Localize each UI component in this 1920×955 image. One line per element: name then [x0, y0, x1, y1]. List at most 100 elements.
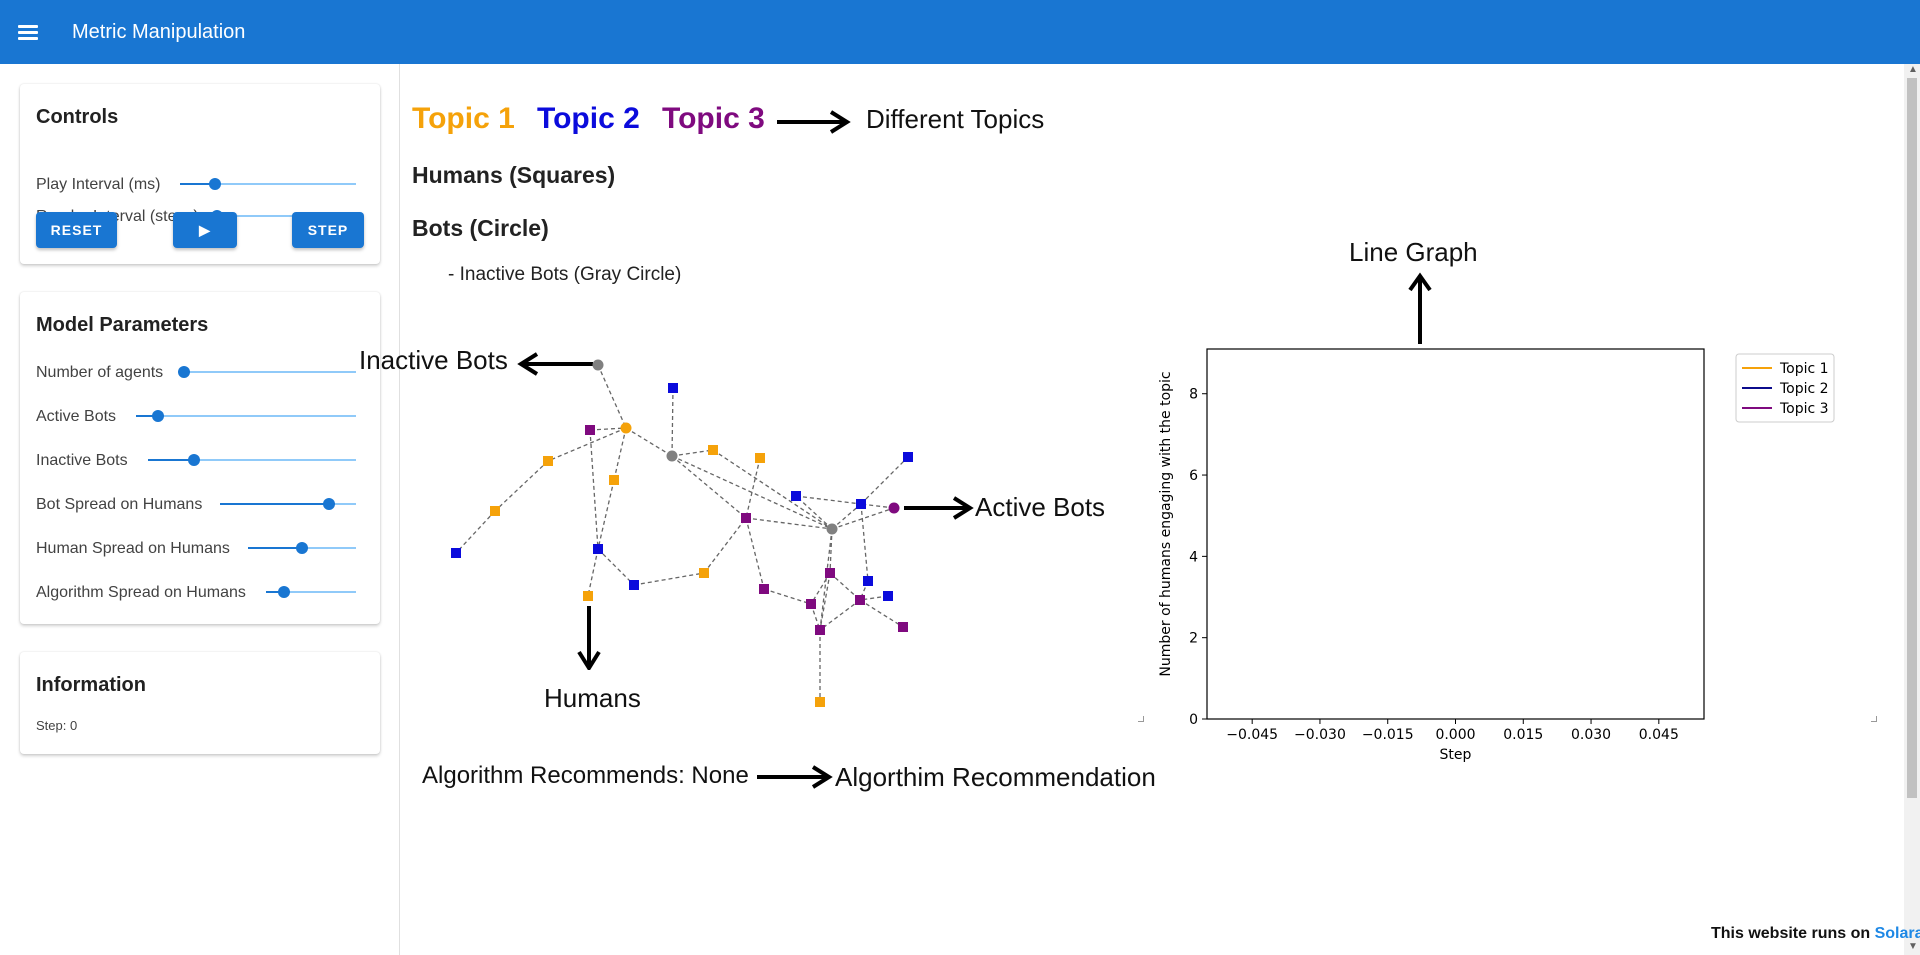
scroll-down-icon[interactable]: ▼	[1908, 941, 1918, 952]
slider-thumb[interactable]	[178, 366, 190, 378]
human-node	[856, 499, 866, 509]
human-node	[883, 591, 893, 601]
legend-label: Topic 2	[1779, 381, 1829, 397]
slider-label: Bot Spread on Humans	[36, 496, 203, 513]
algorithm-spread-slider[interactable]: Algorithm Spread on Humans	[36, 582, 364, 602]
model-parameters-card: Model Parameters Number of agents Active…	[20, 292, 380, 624]
network-edge	[745, 517, 833, 530]
human-node	[451, 548, 461, 558]
sidebar: Controls Play Interval (ms) Render Inter…	[0, 64, 400, 955]
human-node	[755, 453, 765, 463]
step-button[interactable]: STEP	[292, 212, 364, 248]
slider-thumb[interactable]	[278, 586, 290, 598]
slider-label: Number of agents	[36, 364, 164, 381]
network-edge	[829, 528, 833, 574]
slider-fill	[180, 183, 216, 185]
play-interval-slider[interactable]: Play Interval (ms)	[36, 174, 364, 194]
topic-1-label: Topic 1	[412, 102, 515, 135]
human-node	[629, 580, 639, 590]
network-edge	[633, 572, 705, 586]
model-parameters-title: Model Parameters	[36, 314, 209, 336]
scrollbar[interactable]: ▲ ▼	[1904, 64, 1920, 955]
active-bots-annotation: Active Bots	[975, 492, 1106, 522]
information-card: Information Step: 0	[20, 652, 380, 754]
number-of-agents-slider[interactable]: Number of agents	[36, 362, 364, 382]
footer: This website runs on Solara	[1711, 925, 1920, 943]
controls-title: Controls	[36, 106, 119, 128]
x-axis-label: Step	[1440, 747, 1472, 763]
information-title: Information	[36, 674, 146, 696]
network-edge	[860, 503, 895, 509]
human-node	[543, 456, 553, 466]
slider-track[interactable]	[180, 178, 356, 190]
slider-thumb[interactable]	[187, 454, 200, 466]
network-edge	[831, 507, 895, 530]
human-node	[903, 452, 913, 462]
network-edge	[547, 427, 627, 462]
slider-track[interactable]	[220, 498, 356, 510]
human-node	[815, 697, 825, 707]
y-tick-label: 8	[1189, 387, 1198, 403]
slider-fill	[148, 459, 194, 461]
x-tick-label: 0.030	[1571, 727, 1611, 743]
algorithm-recommendation-annotation: Algorthim Recommendation	[835, 762, 1156, 792]
slider-thumb[interactable]	[296, 542, 308, 554]
network-edge	[625, 427, 673, 457]
chart-legend	[1735, 353, 1835, 423]
bots-heading: Bots (Circle)	[412, 215, 549, 241]
inactive-bots-slider[interactable]: Inactive Bots	[36, 450, 364, 470]
network-edge	[597, 548, 635, 586]
active-bot-node	[888, 502, 900, 514]
x-tick-label: −0.045	[1226, 727, 1278, 743]
slider-label: Human Spread on Humans	[36, 540, 230, 557]
solara-link[interactable]: Solara	[1874, 925, 1920, 942]
network-edge	[671, 455, 747, 519]
slider-fill	[136, 415, 158, 417]
play-button[interactable]: ▶	[173, 212, 237, 248]
algorithm-recommendation-text: Algorithm Recommends: None	[422, 762, 749, 789]
human-node	[825, 568, 835, 578]
controls-card: Controls Play Interval (ms) Render Inter…	[20, 84, 380, 264]
slider-thumb[interactable]	[209, 178, 222, 190]
inactive-bot-node	[592, 359, 604, 371]
network-edge	[819, 599, 861, 631]
network-edge	[859, 599, 904, 628]
slider-fill	[248, 547, 302, 549]
x-tick-label: −0.015	[1362, 727, 1414, 743]
slider-label: Play Interval (ms)	[36, 176, 161, 193]
footer-text: This website runs on	[1711, 925, 1875, 942]
slider-track[interactable]	[136, 410, 356, 422]
arrow-right-icon	[904, 496, 974, 520]
active-bots-slider[interactable]: Active Bots	[36, 406, 364, 426]
human-node	[815, 625, 825, 635]
scroll-up-icon[interactable]: ▲	[1908, 64, 1918, 75]
y-axis-label: Number of humans engaging with the topic	[1158, 371, 1174, 676]
human-node	[699, 568, 709, 578]
humans-annotation: Humans	[544, 683, 641, 713]
network-edge	[671, 449, 714, 457]
human-node	[759, 584, 769, 594]
slider-thumb[interactable]	[322, 498, 335, 510]
x-tick-label: 0.000	[1435, 727, 1475, 743]
resize-handle[interactable]	[1138, 716, 1144, 722]
menu-icon[interactable]	[16, 20, 40, 44]
slider-thumb[interactable]	[152, 410, 164, 422]
resize-handle[interactable]	[1871, 716, 1877, 722]
network-edge	[745, 457, 761, 519]
inactive-bot-node	[666, 450, 678, 462]
reset-button[interactable]: RESET	[36, 212, 117, 248]
x-tick-label: 0.015	[1503, 727, 1543, 743]
network-edge	[860, 456, 909, 505]
slider-track[interactable]	[266, 586, 356, 598]
bot-spread-slider[interactable]: Bot Spread on Humans	[36, 494, 364, 514]
slider-track[interactable]	[178, 366, 356, 378]
slider-track[interactable]	[248, 542, 356, 554]
scrollbar-thumb[interactable]	[1907, 78, 1917, 798]
y-tick-label: 2	[1189, 631, 1198, 647]
slider-track[interactable]	[148, 454, 356, 466]
network-edge	[712, 449, 833, 530]
human-spread-slider[interactable]: Human Spread on Humans	[36, 538, 364, 558]
legend-label: Topic 3	[1779, 401, 1829, 417]
network-edge	[860, 503, 869, 582]
network-edge	[589, 429, 599, 550]
